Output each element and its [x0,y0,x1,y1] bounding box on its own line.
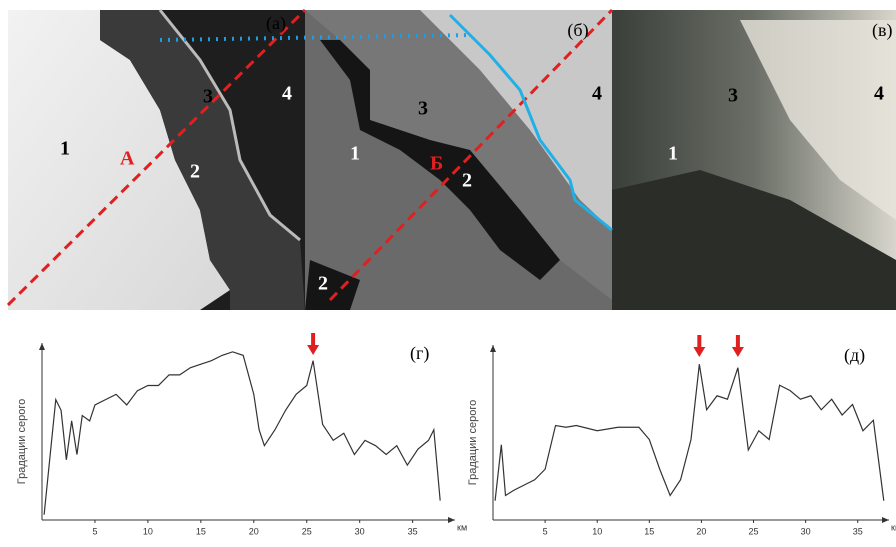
x-tick-label: 10 [592,526,602,536]
profile-line [495,364,884,501]
x-tick-label: 20 [249,526,259,536]
x-tick-label: 35 [408,526,418,536]
peak-arrow [307,333,319,355]
x-tick-label: 5 [543,526,548,536]
region-label: 2 [318,273,328,295]
region-label: 4 [282,83,292,105]
panel-label: (б) [567,20,588,41]
axis-arrow [39,343,45,350]
region-label: 4 [874,83,884,105]
region-label: 2 [462,170,472,192]
region-label: 3 [418,98,428,120]
region-label: 2 [190,161,200,183]
panel-label: (в) [872,20,893,41]
x-tick-label: 30 [801,526,811,536]
x-tick-label: 10 [143,526,153,536]
peak-arrow [732,335,744,357]
x-axis-label: км [457,522,467,532]
region-label: 3 [203,86,213,108]
x-tick-label: 5 [92,526,97,536]
profile-line [44,352,440,515]
y-axis-label: Градации серого [16,399,28,485]
x-tick-label: 15 [644,526,654,536]
x-axis-label: км [891,522,896,532]
x-tick-label: 35 [853,526,863,536]
x-tick-label: 30 [355,526,365,536]
x-tick-label: 15 [196,526,206,536]
chart-label: (д) [844,345,865,366]
profile-label: А [120,148,135,170]
axis-arrow [882,517,889,523]
peak-arrow [693,335,705,357]
y-axis-label: Градации серого [467,400,479,486]
region-label: 3 [728,85,738,107]
chart-label: (г) [410,343,429,364]
panel-label: (а) [266,13,286,34]
region-label: 1 [668,143,678,165]
region-label: 1 [60,138,70,160]
x-tick-label: 20 [696,526,706,536]
axis-arrow [448,517,455,523]
axis-arrow [490,345,496,352]
figure: (а) (б) (в) 1 2 3 4 А 1 2 2 3 4 Б 1 3 4 … [0,0,896,542]
region-label: 4 [592,83,602,105]
image-c [612,10,896,310]
x-tick-label: 25 [749,526,759,536]
profile-label: Б [430,153,443,175]
region-label: 1 [350,143,360,165]
x-tick-label: 25 [302,526,312,536]
